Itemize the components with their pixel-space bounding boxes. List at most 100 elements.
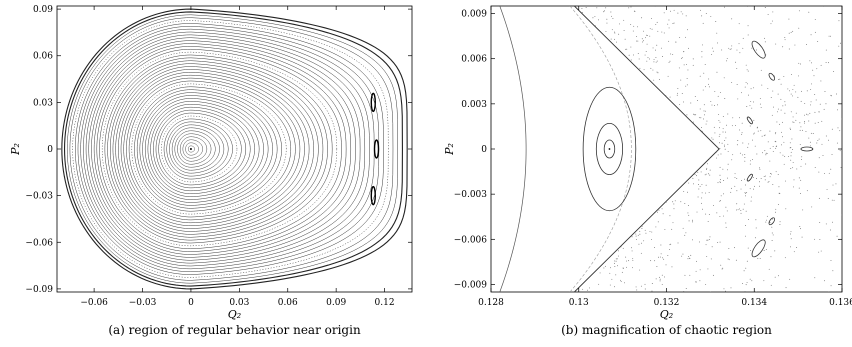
plot-frame-a: [56, 5, 413, 293]
chaotic-point: [816, 68, 818, 70]
chaotic-point: [788, 48, 790, 50]
chaotic-point: [660, 47, 662, 49]
chaotic-point: [745, 284, 747, 286]
invariant-curve: [115, 66, 314, 232]
chaotic-point: [719, 92, 721, 94]
chaotic-point: [766, 215, 768, 217]
chaotic-point: [736, 67, 738, 69]
chaotic-point: [687, 258, 689, 260]
chaotic-point: [639, 233, 641, 235]
chaotic-point: [617, 265, 618, 267]
invariant-curve: [85, 34, 366, 264]
chaotic-point: [615, 41, 617, 43]
chaotic-point: [791, 138, 793, 140]
chaotic-point: [739, 129, 741, 131]
chaotic-point: [687, 212, 689, 214]
chaotic-point: [630, 6, 632, 8]
chaotic-point: [705, 284, 707, 286]
chaotic-point: [790, 168, 792, 169]
chaotic-point: [769, 147, 771, 149]
chaotic-point: [665, 95, 667, 96]
chaotic-point: [836, 235, 838, 237]
chaotic-point: [736, 144, 738, 146]
chaotic-point: [804, 121, 806, 122]
x-axis-label-a: Q₂: [228, 308, 241, 321]
chaotic-point: [798, 62, 800, 64]
chaotic-point: [795, 112, 797, 114]
chaotic-point: [756, 49, 757, 51]
chaotic-point: [620, 246, 622, 248]
chaotic-point: [727, 150, 729, 152]
chaotic-point: [771, 226, 773, 228]
chaotic-point: [757, 130, 759, 132]
chaotic-point: [721, 49, 723, 51]
x-tick-label: −0.03: [129, 298, 157, 308]
chaotic-point: [746, 192, 748, 193]
chaotic-point: [731, 18, 733, 20]
chaotic-point: [669, 96, 671, 98]
chaotic-point: [716, 32, 718, 34]
chaotic-point: [825, 135, 827, 137]
chaotic-point: [773, 106, 774, 108]
chaotic-point: [641, 242, 642, 244]
chaotic-point: [727, 163, 729, 165]
chaotic-point: [655, 278, 657, 280]
chaotic-point: [669, 60, 671, 62]
chaotic-point: [735, 259, 737, 261]
chaotic-point: [719, 200, 721, 202]
chaotic-point: [788, 32, 790, 34]
chaotic-point: [689, 257, 691, 259]
chaotic-point: [662, 56, 663, 57]
chaotic-point: [677, 88, 679, 90]
chaotic-point: [652, 47, 654, 49]
y-tick-label: −0.009: [454, 280, 488, 290]
chaotic-point: [767, 14, 769, 15]
chaotic-point: [792, 116, 794, 118]
chaotic-point: [820, 64, 822, 66]
chaotic-point: [715, 21, 717, 22]
island-curve: [751, 40, 766, 59]
chaotic-point: [800, 193, 801, 195]
chaotic-point: [592, 17, 594, 19]
chaotic-point: [775, 147, 777, 149]
chaotic-point: [717, 42, 718, 44]
y-tick-label: 0.03: [33, 98, 53, 108]
invariant-curve: [185, 142, 199, 156]
chaotic-point: [819, 103, 821, 105]
chaotic-point: [633, 25, 635, 27]
chaotic-point: [705, 123, 707, 125]
chaotic-point: [697, 171, 699, 173]
chaotic-point: [626, 48, 628, 50]
chaotic-point: [772, 218, 773, 220]
chaotic-point: [675, 41, 677, 43]
chaotic-point: [719, 133, 721, 135]
chaotic-point: [746, 106, 748, 107]
invariant-curve: [77, 26, 380, 272]
chaotic-point: [779, 123, 781, 125]
chaotic-point: [684, 203, 686, 205]
chaotic-point: [606, 18, 608, 20]
chaotic-point: [775, 131, 777, 133]
chaotic-point: [596, 7, 598, 9]
chaotic-point: [749, 278, 751, 280]
chaotic-point: [831, 199, 833, 201]
y-axis-label-b: P₂: [443, 143, 456, 156]
invariant-curve: [142, 95, 269, 203]
chaotic-point: [704, 110, 706, 112]
chaotic-point: [741, 132, 743, 134]
chaotic-point: [668, 61, 670, 63]
chaotic-point: [682, 227, 684, 229]
chaotic-point: [654, 260, 656, 262]
chaotic-point: [823, 108, 825, 110]
chaotic-point: [701, 192, 703, 194]
chaotic-point: [650, 260, 652, 262]
chaotic-point: [747, 25, 749, 27]
chaotic-point: [658, 79, 660, 80]
chaotic-point: [605, 7, 607, 9]
invariant-curves-b: [499, 6, 842, 292]
chaotic-point: [706, 167, 708, 169]
chaotic-point: [802, 129, 803, 131]
chaotic-point: [710, 100, 712, 102]
chaotic-point: [801, 159, 802, 160]
chaotic-point: [731, 82, 733, 83]
